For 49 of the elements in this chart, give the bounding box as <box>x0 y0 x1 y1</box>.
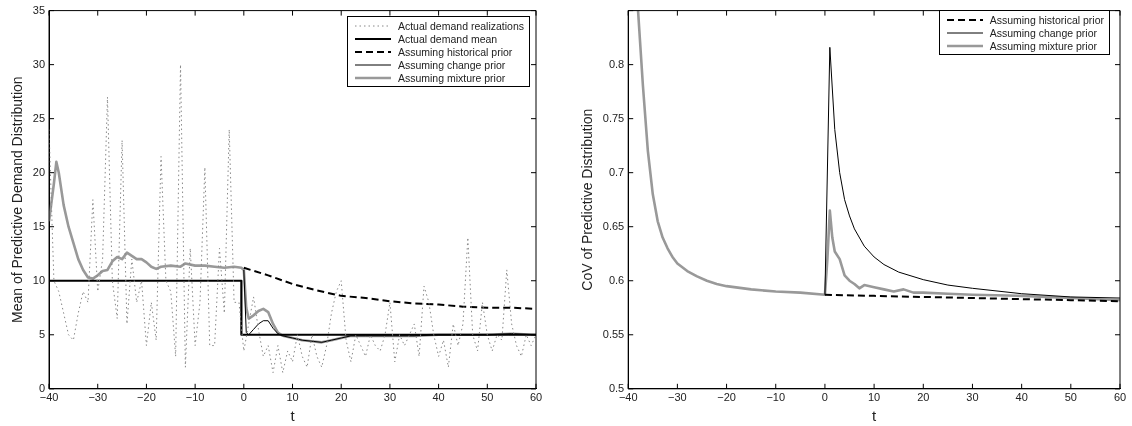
y-tick-label: 35 <box>32 3 46 16</box>
x-tick-label: 50 <box>1064 391 1077 404</box>
x-tick-label: 0 <box>821 391 828 404</box>
x-tick-label: −10 <box>766 391 786 404</box>
y-tick-label: 0.8 <box>608 57 625 70</box>
x-tick-label: −10 <box>185 391 205 404</box>
x-tick-label: 50 <box>481 391 494 404</box>
y-tick-label: 20 <box>32 165 46 178</box>
x-tick-label: −30 <box>88 391 108 404</box>
legend-label: Assuming historical prior <box>397 45 513 58</box>
x-tick-label: 10 <box>867 391 881 404</box>
y-axis-title: CoV of Predictive Distribution <box>579 108 596 291</box>
x-tick-label: 0 <box>240 391 247 404</box>
x-tick-label: −40 <box>618 391 638 404</box>
y-tick-label: 10 <box>32 273 46 286</box>
legend-label: Assuming change prior <box>397 58 506 71</box>
x-tick-label: −20 <box>137 391 156 404</box>
x-tick-label: 30 <box>383 391 397 404</box>
legend-label: Assuming mixture prior <box>989 39 1097 52</box>
legend-label: Assuming historical prior <box>989 13 1104 26</box>
legend-label: Assuming mixture prior <box>397 71 506 84</box>
y-tick-label: 0 <box>38 381 46 394</box>
y-tick-label: 15 <box>32 219 46 232</box>
x-tick-label: 60 <box>529 391 543 404</box>
x-tick-label: −30 <box>668 391 687 404</box>
y-tick-label: 0.65 <box>602 219 625 232</box>
legend-label: Actual demand realizations <box>397 19 524 32</box>
y-tick-label: 30 <box>32 57 46 70</box>
y-tick-label: 0.55 <box>602 327 625 340</box>
x-tick-label: 20 <box>917 391 930 404</box>
x-tick-label: 20 <box>335 391 348 404</box>
y-tick-label: 0.6 <box>608 273 625 286</box>
x-tick-label: 40 <box>432 391 445 404</box>
x-tick-label: 30 <box>966 391 979 404</box>
x-tick-label: 60 <box>1113 391 1127 404</box>
y-tick-label: 0.7 <box>608 165 625 178</box>
legend-label: Assuming change prior <box>989 26 1098 39</box>
x-tick-label: −40 <box>39 391 59 404</box>
x-axis-title: t <box>290 407 296 425</box>
y-tick-label: 5 <box>38 327 46 340</box>
x-tick-label: 40 <box>1015 391 1028 404</box>
legend-label: Actual demand mean <box>397 32 498 45</box>
y-tick-label: 0.5 <box>608 381 625 394</box>
y-tick-label: 0.75 <box>602 111 625 124</box>
y-axis-title: Mean of Predictive Demand Distribution <box>9 76 26 324</box>
x-axis-title: t <box>872 407 878 425</box>
x-tick-label: 10 <box>286 391 299 404</box>
y-tick-label: 25 <box>32 111 46 124</box>
x-tick-label: −20 <box>717 391 736 404</box>
